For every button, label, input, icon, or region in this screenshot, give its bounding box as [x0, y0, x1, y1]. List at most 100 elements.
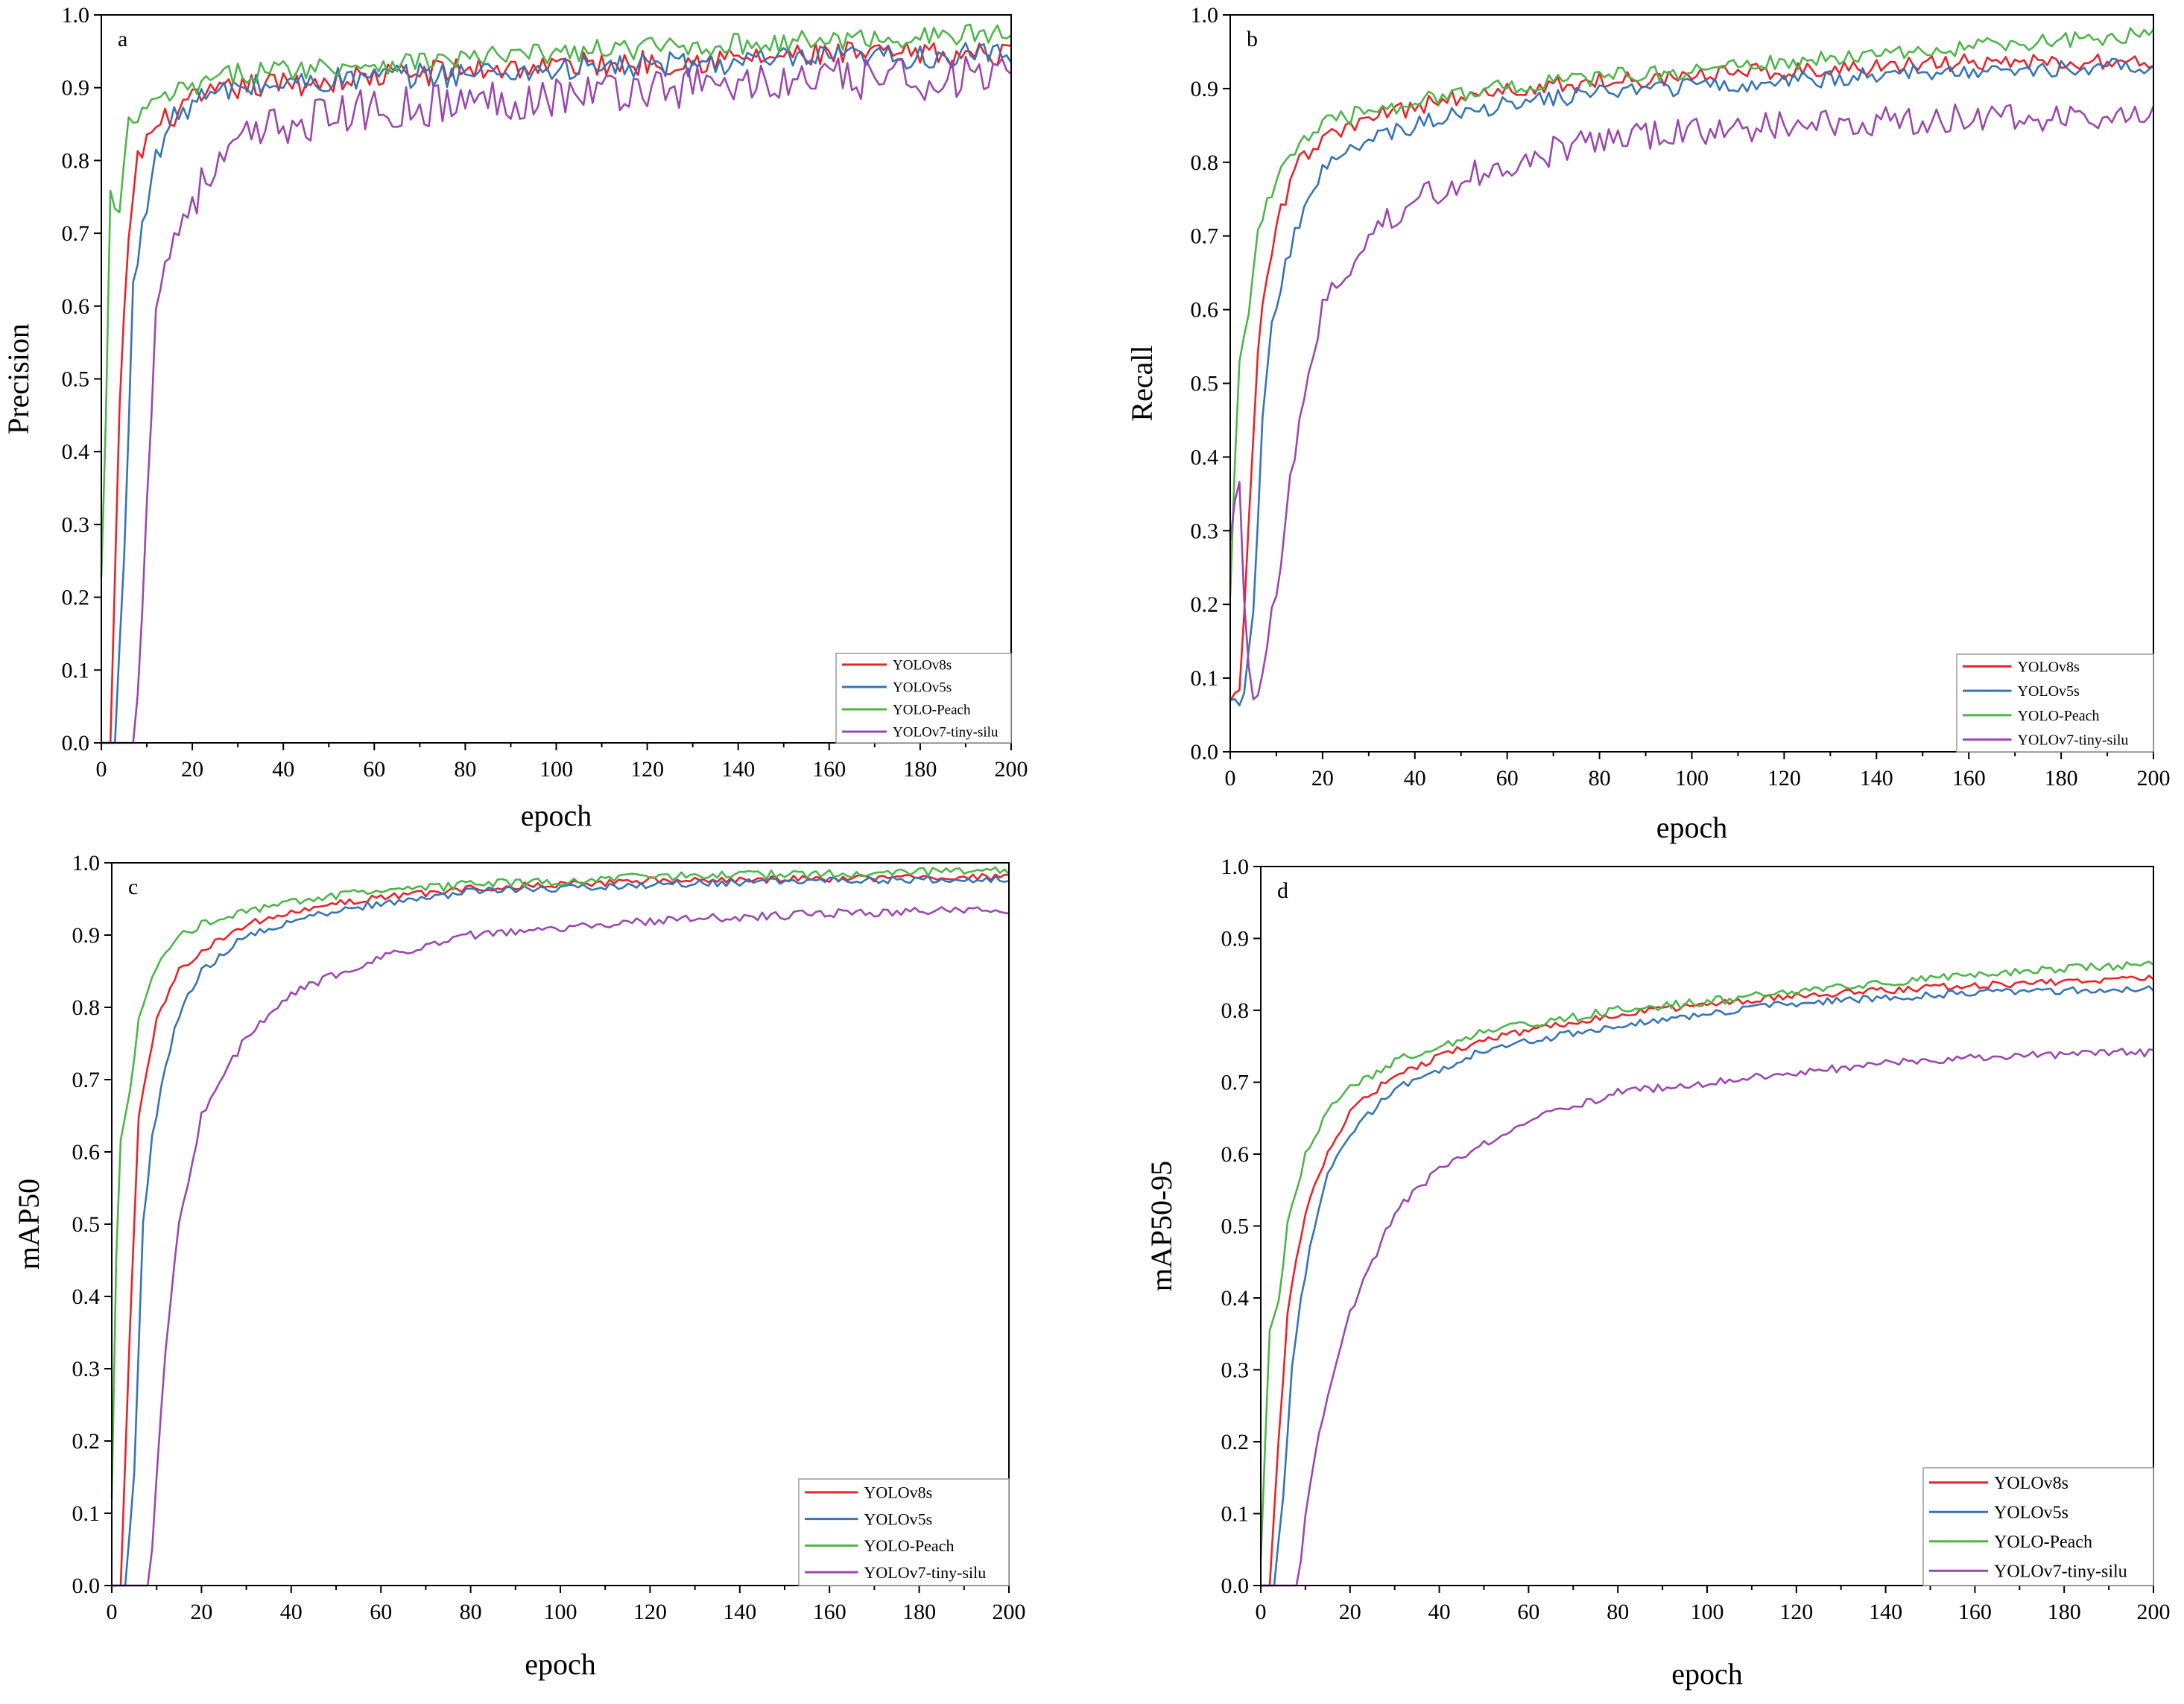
y-tick-label: 0.8: [1191, 151, 1219, 175]
legend-label: YOLOv8s: [893, 658, 952, 674]
x-tick-label: 200: [2137, 766, 2171, 791]
x-axis-title: epoch: [1656, 811, 1728, 844]
x-tick-label: 100: [1675, 766, 1709, 791]
x-tick-label: 20: [190, 1600, 212, 1624]
x-tick-label: 200: [993, 1600, 1026, 1624]
panel-b: 0 20 40 60 80 100 120 140 160 180 200 0.0 0.1 0.2 0.3 0…: [1125, 3, 2171, 844]
legend-box: [835, 653, 1012, 744]
y-tick-label: 0.6: [62, 294, 90, 319]
y-tick-label: 0.4: [62, 440, 90, 464]
y-tick-label: 0.9: [72, 923, 101, 948]
x-tick-label: 180: [903, 757, 937, 782]
x-tick-label: 120: [1767, 766, 1801, 791]
x-tick-label: 100: [544, 1600, 577, 1624]
y-tick-label: 0.3: [62, 513, 90, 537]
x-tick-label: 60: [1517, 1600, 1539, 1624]
panel-d: 0 20 40 60 80 100 120 140 160 180 200 0.0 0.1 0.2 0.3 0…: [1145, 855, 2171, 1691]
x-tick-label: 120: [633, 1600, 667, 1624]
legend-label: YOLOv5s: [2018, 683, 2080, 700]
y-tick-label: 0.9: [1221, 927, 1250, 951]
y-tick-label: 0.1: [1191, 666, 1219, 691]
x-axis-title: epoch: [1671, 1657, 1743, 1691]
y-tick-label: 0.0: [1221, 1574, 1250, 1598]
series-line-yolov5s: [1261, 985, 2154, 1587]
series-line-yolov5s: [101, 42, 1013, 744]
legend-label: YOLOv8s: [2018, 659, 2080, 675]
legend-label: YOLOv8s: [1994, 1474, 2069, 1493]
x-axis-title: epoch: [525, 1647, 596, 1681]
x-tick-label: 100: [1691, 1600, 1724, 1624]
y-tick-label: 0.5: [72, 1212, 101, 1237]
panel-letter: c: [128, 875, 138, 899]
legend-label: YOLO-Peach: [893, 703, 971, 718]
legend: YOLOv8s YOLOv5s YOLO-Peach YOLOv7-tiny-silu: [798, 1478, 1010, 1586]
x-tick-label: 140: [1869, 1600, 1902, 1624]
y-axis-title: mAP50-95: [1145, 1161, 1178, 1292]
series-line-yolov7-tiny-silu: [112, 906, 1010, 1587]
series-line-yolov7-tiny-silu: [101, 55, 1012, 744]
y-tick-label: 0.4: [72, 1285, 101, 1309]
x-tick-label: 20: [1311, 766, 1334, 791]
y-tick-label: 0.2: [62, 586, 90, 610]
panel-letter: a: [118, 27, 127, 51]
x-tick-label: 0: [96, 757, 107, 782]
x-tick-label: 20: [1339, 1600, 1361, 1624]
y-tick-label: 0.0: [1191, 740, 1219, 764]
x-tick-label: 40: [272, 757, 294, 782]
legend-label: YOLO-Peach: [1994, 1533, 2092, 1552]
panel-c: 0 20 40 60 80 100 120 140 160 180 200 0.0 0.1 0.2 0.3 0…: [12, 851, 1026, 1681]
y-tick-label: 1.0: [72, 851, 101, 875]
y-tick-label: 0.0: [62, 731, 90, 756]
y-axis-title: Recall: [1125, 345, 1159, 421]
series-group: [1259, 960, 2154, 1587]
x-tick-label: 120: [1779, 1600, 1813, 1624]
y-tick-label: 0.9: [62, 76, 90, 101]
legend-label: YOLO-Peach: [864, 1536, 955, 1555]
series-line-yolo-peach: [100, 23, 1012, 578]
plot-frame: [101, 14, 1012, 744]
x-tick-label: 60: [1496, 766, 1519, 791]
series-line-yolo-peach: [1259, 960, 2154, 1561]
x-tick-label: 180: [2045, 766, 2078, 791]
y-tick-label: 0.5: [1221, 1214, 1250, 1239]
y-tick-label: 0.2: [1191, 592, 1219, 617]
y-tick-label: 0.7: [1191, 224, 1219, 249]
x-tick-label: 200: [2137, 1600, 2171, 1624]
legend-label: YOLOv8s: [864, 1483, 933, 1502]
series-line-yolov5s: [112, 875, 1010, 1587]
legend-label: YOLOv5s: [1994, 1504, 2069, 1523]
x-tick-label: 80: [1607, 1600, 1629, 1624]
y-tick-label: 1.0: [1221, 855, 1250, 879]
x-tick-label: 0: [1225, 766, 1236, 791]
legend-label: YOLOv7-tiny-silu: [864, 1563, 987, 1582]
x-tick-label: 120: [630, 757, 664, 782]
y-tick-label: 0.3: [1221, 1358, 1250, 1383]
y-tick-label: 0.9: [1191, 77, 1219, 101]
y-tick-label: 0.6: [1221, 1142, 1250, 1167]
y-tick-label: 0.6: [1191, 298, 1219, 323]
y-tick-label: 0.5: [1191, 372, 1219, 396]
series-group: [110, 866, 1010, 1587]
series-line-yolov7-tiny-silu: [1261, 1048, 2154, 1587]
legend: YOLOv8s YOLOv5s YOLO-Peach YOLOv7-tiny-silu: [1922, 1467, 2154, 1586]
series-line-yolov5s: [1229, 57, 2154, 707]
y-tick-label: 1.0: [62, 3, 90, 28]
panel-letter: b: [1247, 27, 1258, 51]
x-tick-label: 40: [1404, 766, 1426, 791]
legend-label: YOLOv7-tiny-silu: [1994, 1562, 2127, 1582]
x-tick-label: 140: [721, 757, 755, 782]
y-tick-label: 0.1: [1221, 1502, 1250, 1527]
y-tick-label: 0.5: [62, 367, 90, 392]
y-tick-label: 0.2: [72, 1429, 101, 1454]
y-tick-label: 0.1: [62, 658, 90, 682]
legend: YOLOv8s YOLOv5s YOLO-Peach YOLOv7-tiny-silu: [835, 653, 1012, 744]
legend-box: [798, 1478, 1010, 1586]
x-tick-label: 80: [1589, 766, 1611, 791]
series-line-yolov8s: [101, 41, 1012, 744]
y-tick-label: 0.7: [72, 1068, 101, 1092]
x-tick-label: 60: [370, 1600, 392, 1624]
y-tick-label: 0.7: [1221, 1071, 1250, 1095]
x-tick-label: 160: [1952, 766, 1986, 791]
legend-label: YOLO-Peach: [2018, 708, 2100, 724]
y-tick-label: 0.8: [62, 148, 90, 173]
